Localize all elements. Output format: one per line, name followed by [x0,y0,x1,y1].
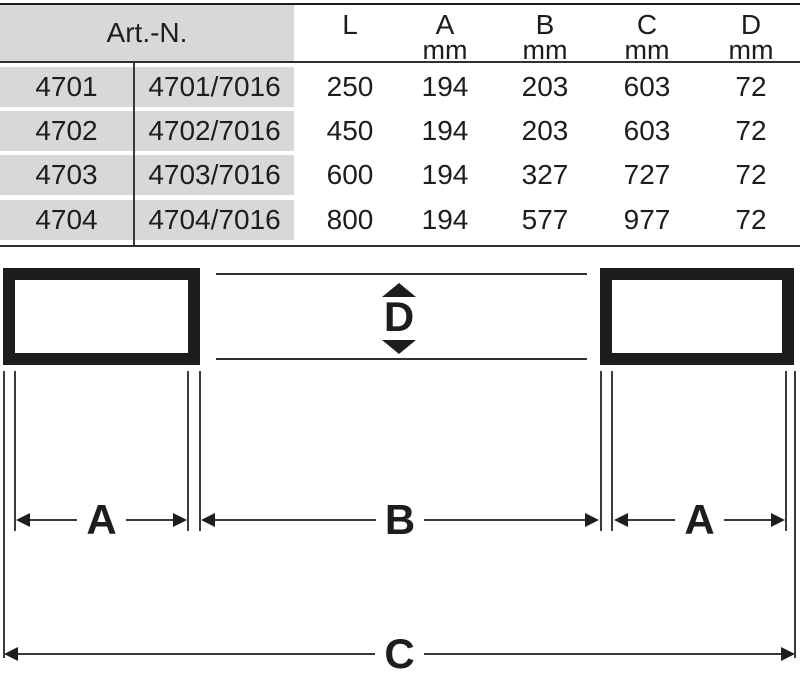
header-label: D [740,9,762,40]
cell-l: 250 [326,71,374,102]
row-band [0,67,294,107]
dim-c-label: C [384,630,415,677]
dim-line [423,653,781,655]
cell-c: 603 [623,71,671,102]
cell-d: 72 [735,204,767,235]
cell-a: 194 [421,115,469,146]
dim-a-right-label: A [684,496,715,543]
table-row: 4701 4701/7016 250 194 203 603 72 [0,67,800,107]
cell-d: 72 [735,71,767,102]
crossbar-top-line [216,273,587,275]
table-top-border [0,3,800,5]
cell-c: 603 [623,115,671,146]
cell-artno: 4703 [35,159,98,190]
cell-b: 327 [521,159,569,190]
cell-c: 977 [623,204,671,235]
extension-line [187,371,189,531]
extension-line [600,371,602,531]
header-label: B [535,9,555,40]
arrow-left-icon [614,513,628,527]
table-row: 4703 4703/7016 600 194 327 727 72 [0,155,800,195]
cell-artno-variant: 4702/7016 [148,115,281,146]
header-col-b: B mm [492,5,598,65]
artno-column-divider [133,63,135,245]
header-col-l: L [297,5,403,61]
header-art-cell: Art.-N. [0,5,294,61]
header-label: C [636,9,658,40]
cell-artno-variant: 4703/7016 [148,159,281,190]
header-col-a: A mm [392,5,498,65]
arrow-left-icon [16,513,30,527]
end-plate-left [3,268,200,365]
dim-c-arrow: C [4,633,795,675]
cell-b: 577 [521,204,569,235]
end-plate-right [600,268,794,365]
dim-line [628,519,676,521]
dim-line [30,519,78,521]
dim-line [125,519,173,521]
header-unit: mm [422,35,468,65]
cell-artno-variant: 4701/7016 [148,71,281,102]
header-separator [0,61,800,63]
arrow-right-icon [173,513,187,527]
cell-artno: 4701 [35,71,98,102]
cell-a: 194 [421,159,469,190]
cell-artno-variant: 4704/7016 [148,204,281,235]
dim-a-left-label: A [86,496,117,543]
table-row: 4704 4704/7016 800 194 577 977 72 [0,200,800,240]
header-unit: mm [624,35,670,65]
dim-b-label: B [384,496,416,543]
cell-a: 194 [421,71,469,102]
dim-d-label: D [383,293,415,340]
header-unit: mm [522,35,568,65]
table-header: Art.-N. L A mm B mm C mm D mm [0,5,800,65]
row-band [0,111,294,151]
dim-a-left-arrow: A [16,499,187,541]
cell-b: 203 [521,71,569,102]
triangle-down-icon [382,340,416,354]
extension-line [3,371,5,658]
cell-l: 800 [326,204,374,235]
extension-line [785,371,787,531]
cell-d: 72 [735,115,767,146]
row-band [0,155,294,195]
arrow-left-icon [4,647,18,661]
row-band [0,200,294,240]
extension-line [611,371,613,531]
cell-artno: 4704 [35,204,98,235]
table-row: 4702 4702/7016 450 194 203 603 72 [0,111,800,151]
header-label: L [342,9,358,40]
dim-line [18,653,376,655]
cell-l: 450 [326,115,374,146]
dim-line [723,519,771,521]
header-label: A [435,9,455,40]
cell-artno: 4702 [35,115,98,146]
triangle-up-icon [382,283,416,297]
dim-line [215,519,376,521]
extension-line [14,371,16,531]
cell-d: 72 [735,159,767,190]
extension-line [199,371,201,531]
cell-c: 727 [623,159,671,190]
dim-b-arrow: B [201,499,599,541]
arrow-right-icon [771,513,785,527]
dim-a-right-arrow: A [614,499,785,541]
table-bottom-border [0,245,800,247]
arrow-right-icon [585,513,599,527]
dim-line [424,519,585,521]
arrow-right-icon [781,647,795,661]
cell-l: 600 [326,159,374,190]
header-col-d: D mm [698,5,800,65]
header-unit: mm [728,35,774,65]
cell-a: 194 [421,204,469,235]
cell-b: 203 [521,115,569,146]
crossbar-bottom-line [216,358,587,360]
arrow-left-icon [201,513,215,527]
header-col-c: C mm [594,5,700,65]
extension-line [794,371,796,658]
